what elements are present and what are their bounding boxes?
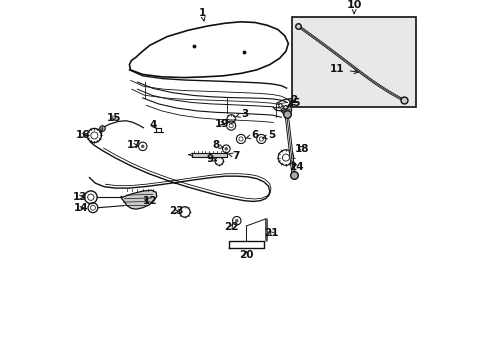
Text: 2: 2 (289, 95, 297, 105)
Text: 20: 20 (239, 250, 253, 260)
Text: 3: 3 (235, 109, 247, 119)
Text: 25: 25 (285, 98, 300, 108)
Text: 22: 22 (224, 222, 238, 232)
Text: 4: 4 (149, 120, 157, 130)
Circle shape (235, 219, 238, 222)
Text: 24: 24 (288, 162, 303, 172)
Text: 23: 23 (168, 206, 183, 216)
Text: 6: 6 (245, 130, 258, 140)
Polygon shape (121, 190, 157, 209)
Text: 11: 11 (329, 64, 358, 74)
Text: 14: 14 (74, 203, 88, 213)
Text: 9: 9 (206, 154, 216, 164)
Text: 1: 1 (198, 8, 205, 21)
Text: 16: 16 (76, 130, 90, 140)
Text: 13: 13 (73, 192, 87, 202)
Text: 19: 19 (214, 118, 228, 129)
Polygon shape (281, 106, 291, 115)
Text: 18: 18 (294, 144, 308, 154)
Text: 21: 21 (264, 228, 278, 238)
Text: 8: 8 (212, 140, 223, 150)
Circle shape (224, 147, 227, 150)
Text: 17: 17 (126, 140, 141, 150)
Text: 10: 10 (346, 0, 361, 13)
Text: 7: 7 (228, 151, 239, 161)
Polygon shape (129, 22, 288, 78)
Circle shape (141, 145, 144, 148)
Bar (191, 153, 226, 157)
Bar (291, 17, 416, 107)
Text: 12: 12 (143, 196, 158, 206)
Text: 15: 15 (106, 113, 121, 123)
Text: 5: 5 (262, 130, 275, 140)
